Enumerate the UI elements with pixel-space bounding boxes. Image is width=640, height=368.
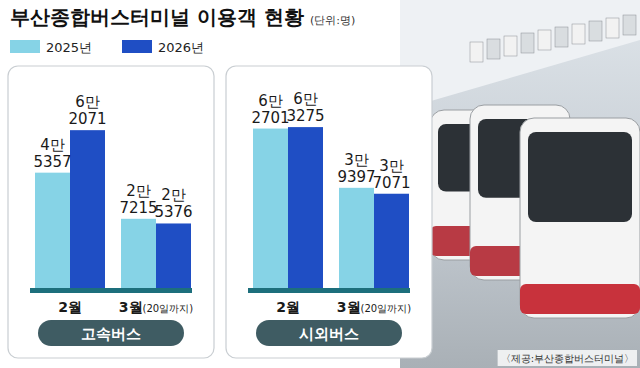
baseline: [30, 288, 192, 293]
baseline: [248, 288, 410, 293]
panel-frame: [8, 66, 214, 358]
data-label: 6만2701: [251, 92, 289, 127]
unit-label: (단위:명): [310, 14, 355, 27]
legend-label: 2025년: [46, 40, 92, 55]
data-label: 3만9397: [337, 151, 375, 186]
chart-svg: 부산종합버스터미널 이용객 현황 (단위:명) 2025년 2026년 4만5357 6만…: [0, 0, 640, 368]
panel-title-pill: [38, 320, 184, 346]
panel: 4만5357 6만2071 2만72152만5376 2월 3월(20일까지) 고속버스: [8, 66, 214, 358]
bar: [35, 173, 70, 288]
legend: 2025년 2026년: [10, 40, 204, 55]
panel-title-pill: [256, 320, 402, 346]
legend-label: 2026년: [158, 40, 204, 55]
data-labels: 6만27016만3275 3만93973만7071: [251, 90, 410, 192]
panel-title: 시외버스: [299, 325, 359, 343]
bar: [288, 127, 323, 288]
bar: [339, 188, 374, 288]
bar: [253, 129, 288, 288]
data-label: 4만5357: [33, 136, 71, 171]
source-bg: [498, 350, 637, 366]
bars: [253, 127, 409, 288]
data-label: 2만5376: [154, 186, 192, 221]
photo-background: [400, 0, 640, 368]
panel: 6만27016만3275 3만93973만7071 2월 3월(20일까지) 시외버스: [226, 66, 432, 358]
data-label: 3만7071: [372, 157, 410, 192]
bar: [374, 194, 409, 288]
chart-root: 부산종합버스터미널 이용객 현황 (단위:명) 2025년 2026년 4만5357 6만…: [0, 0, 640, 368]
data-labels: 4만5357 6만2071 2만72152만5376: [33, 93, 192, 221]
category-label: 3월(20일까지): [337, 299, 411, 315]
bar: [70, 130, 105, 288]
category-label: 2월: [58, 299, 82, 315]
panel-frame: [226, 66, 432, 358]
bar: [121, 219, 156, 288]
source-label: 〈제공:부산종합버스터미널〉: [501, 353, 634, 364]
data-label: 6만2071: [68, 93, 106, 128]
category-label: 3월(20일까지): [119, 299, 193, 315]
category-label: 2월: [276, 299, 300, 315]
bar: [156, 223, 191, 288]
legend-swatch: [122, 40, 152, 53]
page-title: 부산종합버스터미널 이용객 현황: [10, 5, 304, 29]
data-label: 6만3275: [286, 90, 324, 125]
legend-swatch: [10, 40, 40, 53]
panel-title: 고속버스: [81, 325, 141, 343]
data-label: 2만7215: [119, 182, 157, 217]
